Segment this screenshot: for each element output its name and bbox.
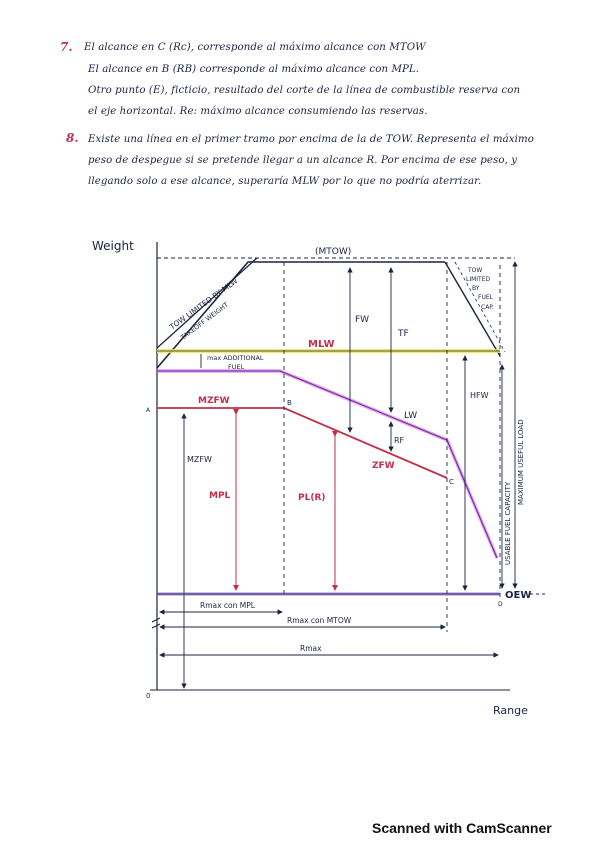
- tf-label: TF: [397, 329, 409, 339]
- svg-text:BY: BY: [472, 285, 480, 292]
- tow-limited-mlw-line: [156, 257, 258, 349]
- q8-line-2: peso de despegue si se pretende llegar a…: [88, 155, 518, 166]
- max-additional-fuel-label-2: FUEL: [228, 363, 245, 371]
- question-8-number: 8.: [66, 131, 79, 145]
- mzfw-side-label: MZFW: [187, 455, 212, 464]
- q7-line-1: El alcance en C (Rc), corresponde al máx…: [84, 42, 426, 53]
- mlw-label: MLW: [308, 339, 335, 350]
- rmax-label: Rmax: [300, 644, 322, 653]
- origin-label: 0: [146, 692, 150, 700]
- mpl-label: MPL: [209, 491, 231, 501]
- x-axis-label: Range: [493, 704, 528, 717]
- svg-text:LIMITED: LIMITED: [466, 276, 491, 283]
- fw-label: FW: [355, 315, 369, 325]
- tow-fuel-cap-line: [444, 261, 501, 357]
- lw-line: [157, 370, 498, 559]
- tow-fuel-cap-dashed: [454, 261, 506, 353]
- rf-label: RF: [394, 436, 405, 445]
- hfw-label: HFW: [470, 391, 489, 400]
- q7-line-3: Otro punto (E), ficticio, resultado del …: [88, 85, 521, 96]
- oew-label: OEW: [505, 590, 531, 601]
- axis-break: [151, 617, 161, 629]
- svg-text:FUEL: FUEL: [478, 294, 494, 301]
- scanner-watermark: Scanned with CamScanner: [372, 820, 552, 836]
- svg-text:TOW: TOW: [467, 267, 482, 274]
- mzfw-label: MZFW: [198, 396, 230, 406]
- point-c-label: C: [449, 478, 454, 486]
- max-additional-fuel-label-1: max ADDITIONAL: [207, 354, 264, 362]
- q8-line-3: llegando solo a ese alcance, superaría M…: [88, 176, 482, 187]
- rmax-mtow-label: Rmax con MTOW: [287, 616, 352, 625]
- question-7-number: 7.: [60, 40, 73, 54]
- q7-line-4: el eje horizontal. Re: máximo alcance co…: [88, 106, 428, 117]
- point-d-label: D: [498, 601, 503, 608]
- tow-limited-fuel-label: TOW LIMITED BY FUEL CAP.: [466, 267, 494, 311]
- point-b-label: B: [287, 399, 292, 407]
- zfw-label: ZFW: [372, 461, 395, 471]
- usable-fuel-label: USABLE FUEL CAPACITY: [504, 481, 512, 565]
- rmax-mpl-label: Rmax con MPL: [200, 601, 256, 610]
- mtow-label: (MTOW): [315, 247, 351, 257]
- q7-line-2: El alcance en B (RB) corresponde al máxi…: [88, 64, 420, 75]
- takeoff-weight-line: [156, 261, 445, 369]
- pl-r-label: PL(R): [298, 493, 326, 503]
- y-axis-label: Weight: [92, 239, 134, 253]
- svg-text:CAP.: CAP.: [481, 304, 494, 311]
- max-useful-load-label: MAXIMUM USEFUL LOAD: [517, 419, 525, 505]
- q8-line-1: Existe una línea en el primer tramo por …: [88, 134, 535, 145]
- point-a-label: A: [146, 407, 151, 414]
- handwritten-notes: 7. El alcance en C (Rc), corresponde al …: [0, 0, 599, 210]
- lw-label: LW: [404, 411, 417, 421]
